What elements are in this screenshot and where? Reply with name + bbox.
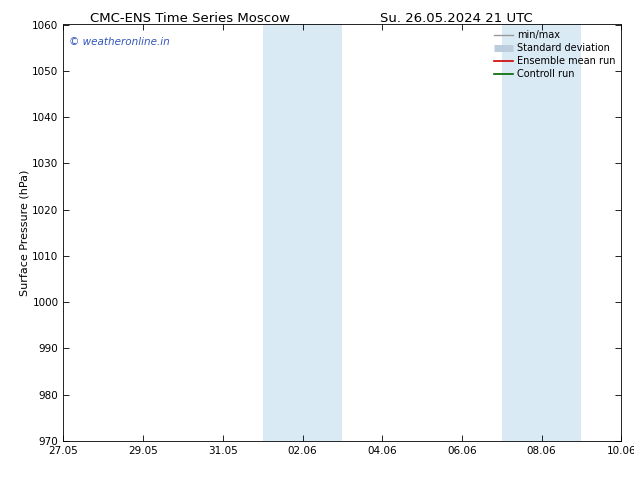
- Legend: min/max, Standard deviation, Ensemble mean run, Controll run: min/max, Standard deviation, Ensemble me…: [489, 26, 619, 83]
- Text: © weatheronline.in: © weatheronline.in: [69, 37, 170, 47]
- Text: CMC-ENS Time Series Moscow: CMC-ENS Time Series Moscow: [90, 12, 290, 25]
- Bar: [262, 24, 342, 441]
- Y-axis label: Surface Pressure (hPa): Surface Pressure (hPa): [20, 170, 30, 296]
- Bar: [501, 24, 581, 441]
- Text: Su. 26.05.2024 21 UTC: Su. 26.05.2024 21 UTC: [380, 12, 533, 25]
